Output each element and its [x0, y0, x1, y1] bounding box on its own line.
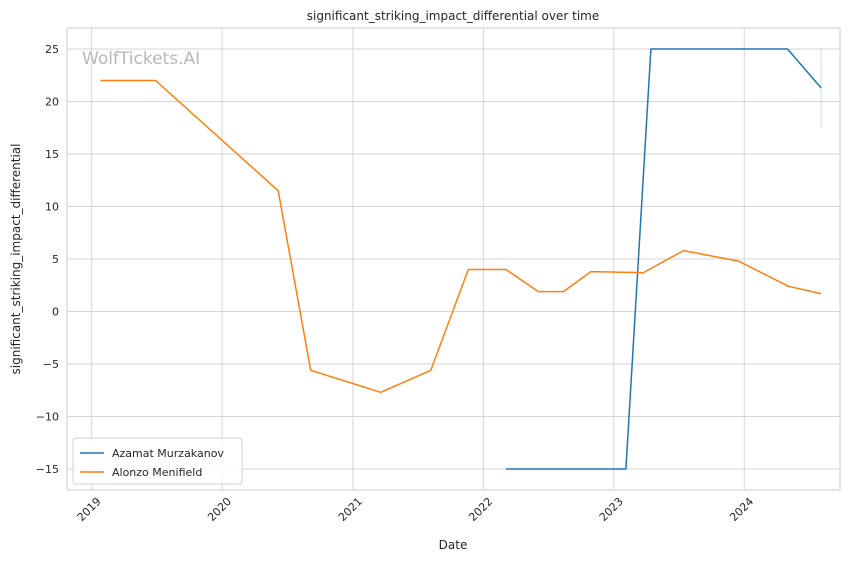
grid [67, 28, 840, 490]
data-point [505, 469, 506, 470]
data-point [430, 370, 431, 371]
x-tick-label: 2023 [597, 495, 626, 524]
data-point [650, 49, 651, 50]
data-point [310, 370, 311, 371]
y-axis-ticks: −15 −10 −5 0 5 10 15 20 25 [36, 43, 59, 476]
data-point [643, 272, 644, 273]
data-point [278, 190, 279, 191]
legend-label: Azamat Murzakanov [112, 447, 224, 460]
data-point [821, 293, 822, 294]
watermark: WolfTickets.AI [82, 49, 200, 69]
y-tick-label: 0 [52, 306, 59, 319]
data-point [625, 469, 626, 470]
series-line-0 [505, 48, 822, 470]
data-point [590, 271, 591, 272]
x-tick-label: 2024 [727, 495, 756, 524]
series-0 [505, 48, 822, 470]
data-point [788, 286, 789, 287]
y-tick-label: 10 [45, 201, 59, 214]
data-point [155, 80, 156, 81]
series-1 [100, 79, 822, 394]
legend: Azamat Murzakanov Alonzo Menifield [72, 437, 243, 485]
x-tick-label: 2019 [75, 495, 104, 524]
chart-title: significant_striking_impact_differential… [307, 9, 599, 23]
series-layer [100, 48, 822, 470]
y-tick-label: −15 [36, 463, 59, 476]
x-tick-label: 2022 [466, 495, 495, 524]
legend-box [72, 437, 243, 485]
legend-label: Alonzo Menifield [112, 466, 202, 479]
x-tick-label: 2021 [336, 495, 365, 524]
y-tick-label: 25 [45, 43, 59, 56]
data-point [738, 261, 739, 262]
data-point [100, 80, 101, 81]
series-line-1 [100, 79, 822, 394]
y-tick-label: 5 [52, 253, 59, 266]
data-point [683, 250, 684, 251]
data-point [563, 291, 564, 292]
x-axis-ticks: 2019 2020 2021 2022 2023 2024 [75, 495, 757, 524]
data-point [468, 269, 469, 270]
y-tick-label: −10 [36, 411, 59, 424]
x-axis-label: Date [439, 538, 468, 552]
data-point [787, 49, 788, 50]
data-point [380, 392, 381, 393]
y-axis-label: significant_striking_impact_differential [9, 144, 23, 375]
y-tick-label: 20 [45, 96, 59, 109]
data-point [821, 87, 822, 88]
y-tick-label: 15 [45, 148, 59, 161]
data-point [538, 291, 539, 292]
y-tick-label: −5 [43, 358, 59, 371]
x-tick-label: 2020 [205, 495, 234, 524]
data-point [505, 269, 506, 270]
